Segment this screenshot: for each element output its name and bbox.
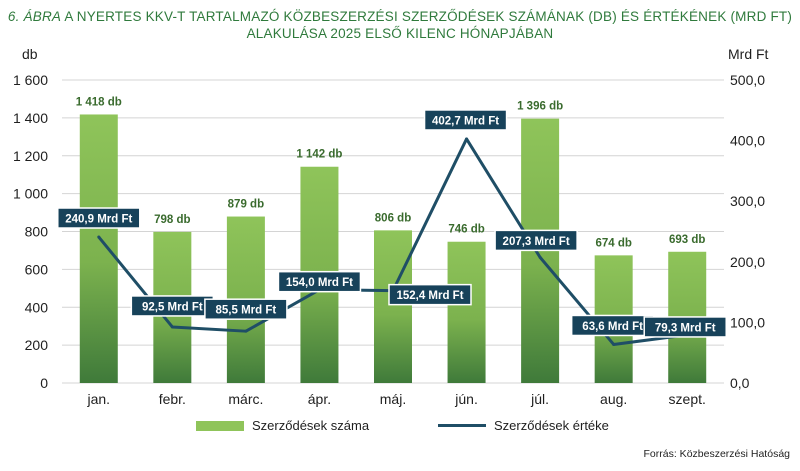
figure-label: 6. ÁBRA [7, 9, 62, 24]
legend-line-swatch [438, 424, 486, 427]
line-data-label: 85,5 Mrd Ft [216, 305, 277, 317]
y-left-tick-label: 400 [25, 299, 49, 315]
legend-bar-label: Szerződések száma [252, 418, 370, 433]
source-note: Forrás: Közbeszerzési Hatóság [643, 448, 790, 460]
line-data-label-box [494, 229, 578, 252]
line-data-label-box [388, 283, 472, 306]
line-data-label: 92,5 Mrd Ft [142, 301, 203, 313]
y-right-tick-label: 300,0 [730, 193, 765, 209]
y-left-axis-label: db [22, 46, 38, 62]
y-left-tick-label: 0 [40, 375, 48, 391]
y-right-tick-label: 500,0 [730, 72, 765, 88]
y-left-tick-label: 1 200 [13, 148, 48, 164]
bar-data-label: 1 396 db [517, 101, 563, 113]
line-data-label: 79,3 Mrd Ft [655, 322, 716, 334]
bar-data-label: 806 db [375, 212, 411, 224]
y-left-tick-label: 1 000 [13, 186, 48, 202]
y-left-tick-label: 800 [25, 224, 49, 240]
x-tick-label: ápr. [308, 391, 331, 407]
line-data-label: 152,4 Mrd Ft [396, 290, 463, 302]
legend-bar-swatch [196, 420, 244, 431]
bar [374, 230, 412, 383]
bar-data-label: 1 418 db [76, 96, 122, 108]
line-point [465, 137, 469, 141]
line-data-label: 240,9 Mrd Ft [65, 214, 132, 226]
line-data-label-box [423, 109, 508, 131]
line-data-label: 402,7 Mrd Ft [432, 115, 499, 127]
bar-data-label: 693 db [669, 234, 705, 246]
y-left-tick-label: 600 [25, 261, 49, 277]
x-tick-label: aug. [600, 391, 627, 407]
line-point [612, 342, 616, 346]
line-data-label-box [57, 207, 141, 229]
y-left-tick-label: 200 [25, 337, 49, 353]
line-data-label-box [643, 316, 727, 338]
axes: 0 200 400 600 800 1 000 1 200 1 400 1 600 0,0 100,… [13, 46, 769, 407]
bar [79, 114, 118, 383]
y-left-tick-label: 1 400 [13, 110, 48, 126]
x-tick-label: máj. [380, 391, 406, 407]
data-labels: 1 418 db 798 db 879 db 1 142 db 806 db 746 db… [57, 96, 727, 338]
x-tick-label: jún. [454, 391, 478, 407]
x-tick-label: márc. [228, 391, 263, 407]
bar-data-label: 1 142 db [296, 149, 342, 161]
chart-title: 6. ÁBRA A NYERTES KKV-T TARTALMAZÓ KÖZBE… [0, 8, 800, 42]
y-right-tick-label: 200,0 [730, 254, 765, 270]
bar [447, 241, 486, 383]
y-right-tick-label: 400,0 [730, 133, 765, 149]
line-data-label-box [204, 298, 288, 320]
title-text: A NYERTES KKV-T TARTALMAZÓ KÖZBESZERZÉSI… [64, 9, 793, 41]
legend-item-line: Szerződések értéke [438, 418, 609, 433]
line-data-label: 207,3 Mrd Ft [503, 236, 570, 248]
bar-data-label: 879 db [228, 199, 264, 211]
line-point [97, 235, 101, 239]
legend-line-label: Szerződések értéke [494, 418, 609, 433]
legend-item-bar: Szerződések száma [196, 418, 369, 433]
line-point [538, 255, 542, 259]
x-tick-label: júl. [530, 391, 549, 407]
line-point [170, 325, 174, 329]
y-right-tick-label: 0,0 [730, 375, 750, 391]
line-data-label: 154,0 Mrd Ft [286, 277, 353, 289]
line-data-label-box [277, 270, 362, 293]
x-tick-label: febr. [159, 391, 186, 407]
bar-data-label: 798 db [154, 214, 190, 226]
x-tick-label: szept. [669, 391, 706, 407]
line-data-label: 63,6 Mrd Ft [582, 321, 643, 333]
y-right-tick-label: 100,0 [730, 314, 765, 330]
y-left-tick-label: 1 600 [13, 72, 48, 88]
x-tick-label: jan. [86, 391, 110, 407]
y-right-axis-label: Mrd Ft [728, 46, 769, 62]
bar-data-label: 746 db [448, 224, 484, 236]
bar-data-label: 674 db [595, 237, 631, 249]
line-point [244, 329, 248, 333]
legend: Szerződések száma Szerződések értéke [0, 418, 800, 444]
